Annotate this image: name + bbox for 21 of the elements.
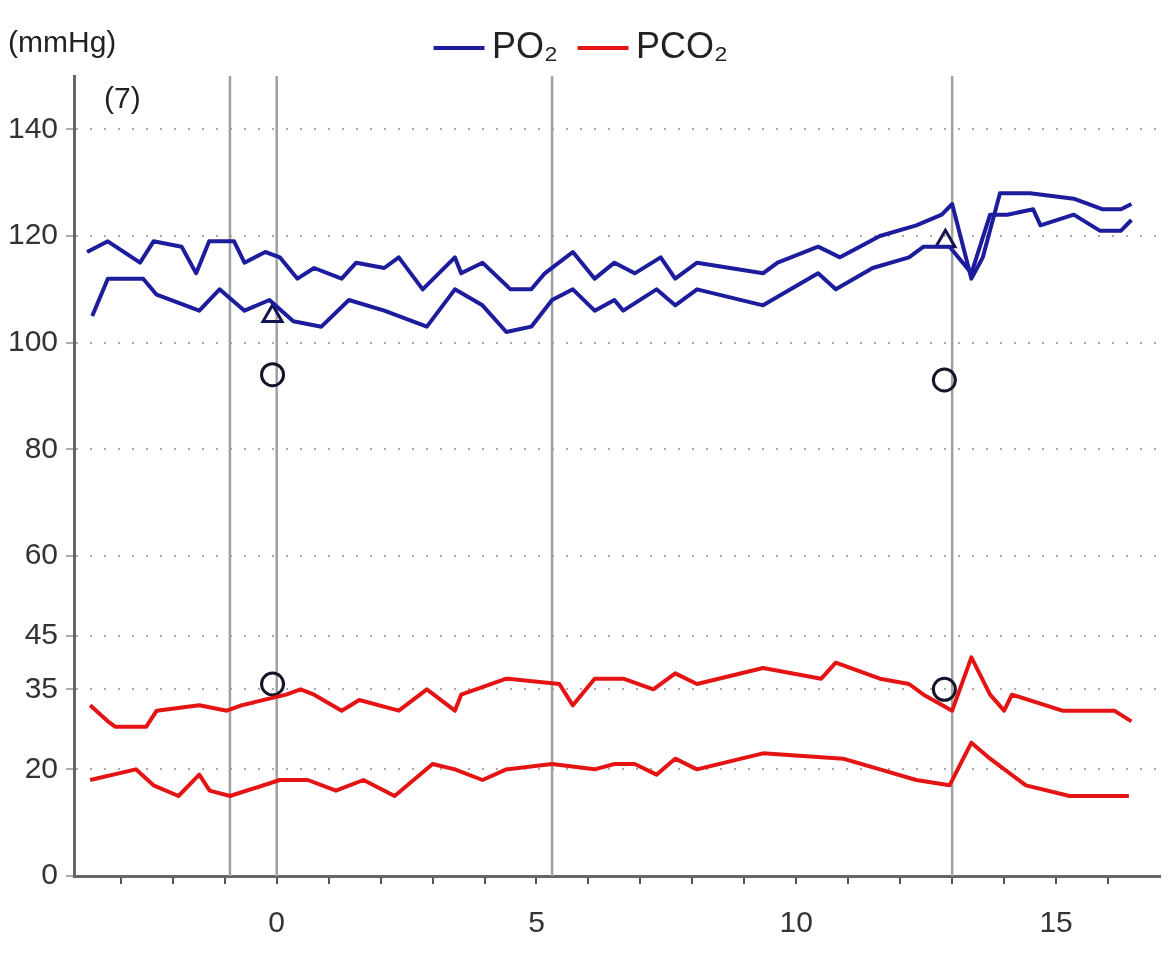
annotation: (7) <box>104 81 141 114</box>
y-tick-label: 20 <box>24 750 59 784</box>
x-tick-label: 15 <box>1039 905 1073 939</box>
y-tick-label: 100 <box>7 323 59 357</box>
point <box>931 676 957 702</box>
x-tick-label: 5 <box>528 905 545 939</box>
point <box>261 303 284 323</box>
legend-label: PCO₂ <box>636 24 728 66</box>
x-tick-label: 0 <box>268 905 286 939</box>
point <box>931 367 957 393</box>
y-tick-label: 35 <box>24 670 59 704</box>
y-axis-title: (mmHg) <box>8 25 117 58</box>
y-tick-label: 80 <box>24 430 59 464</box>
y-tick-label: 140 <box>7 110 59 144</box>
y-tick-label: 120 <box>7 217 59 251</box>
y-tick-label: 60 <box>24 537 59 571</box>
x-tick-label: 10 <box>779 905 813 939</box>
y-tick-label: 0 <box>41 857 59 891</box>
y-tick-label: 45 <box>24 617 59 651</box>
point <box>260 671 286 697</box>
legend-label: PO₂ <box>492 24 559 66</box>
